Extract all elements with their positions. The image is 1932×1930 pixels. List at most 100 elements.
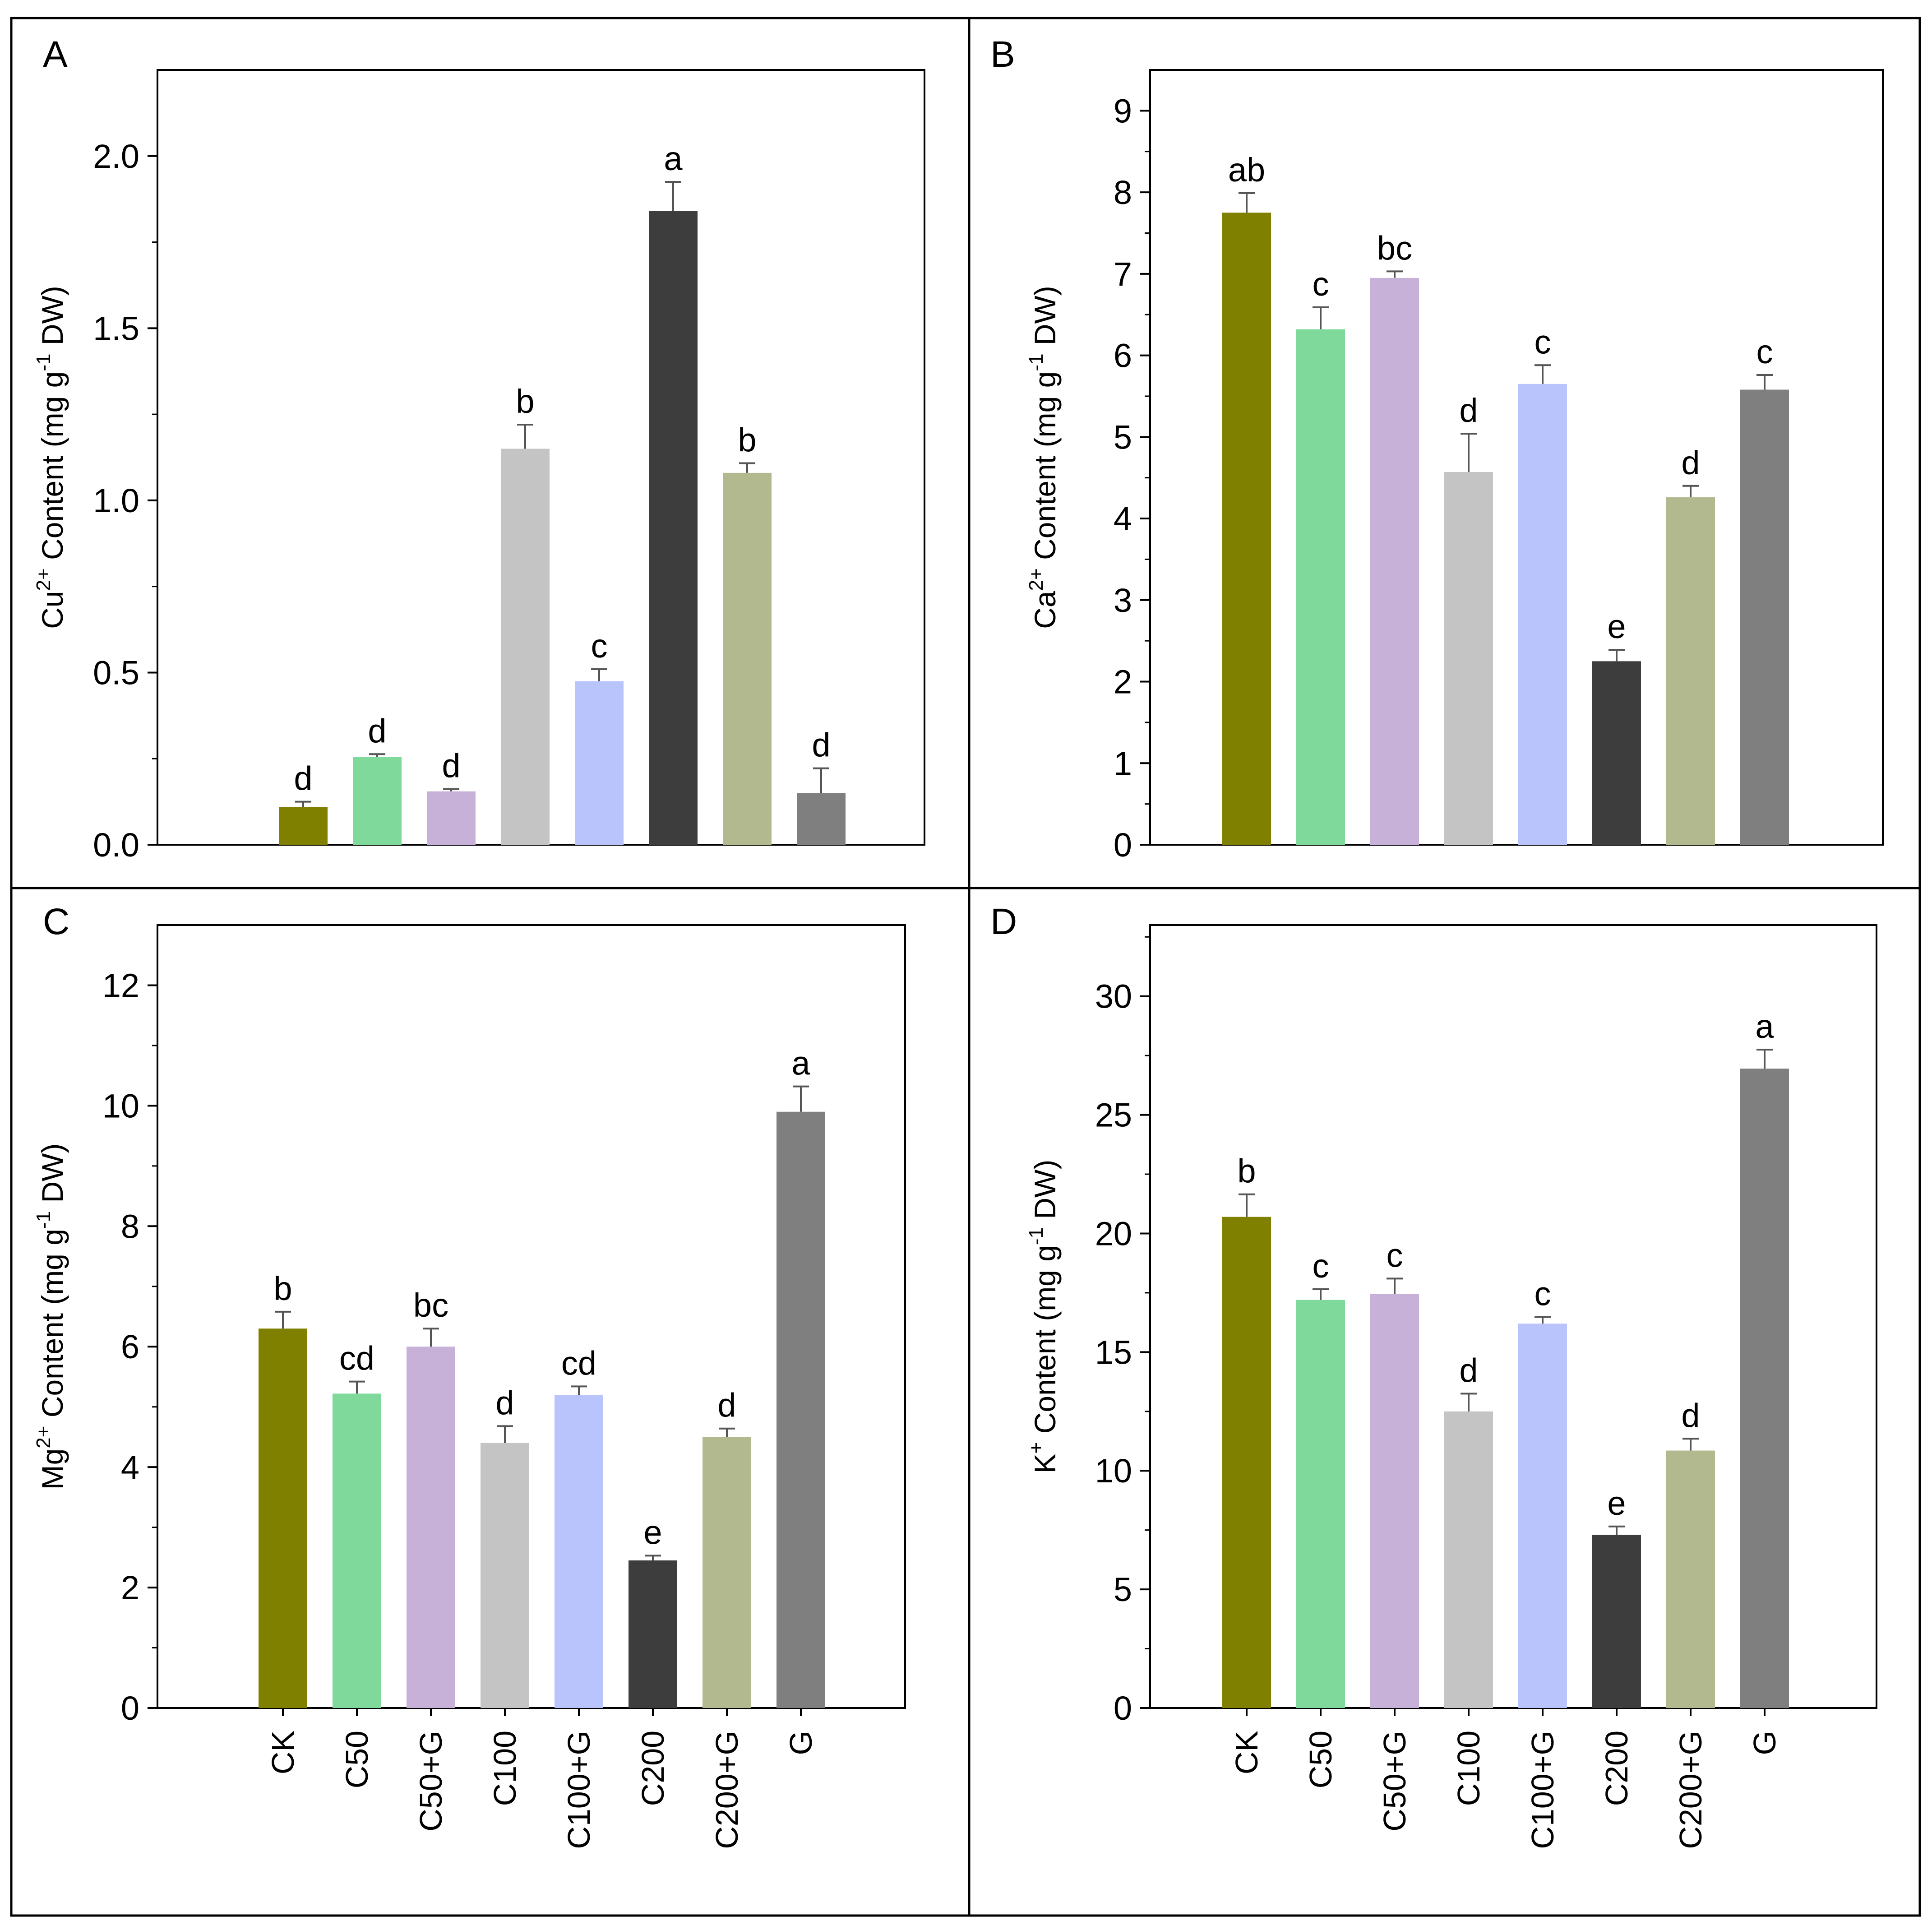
x-category-label: C100+G <box>1525 1731 1560 1849</box>
y-tick-label: 0 <box>1114 1689 1132 1727</box>
x-category-label: C50+G <box>1377 1731 1412 1832</box>
bar-c100 <box>481 1443 529 1708</box>
x-category-label: C200 <box>1599 1731 1634 1806</box>
significance-letter: e <box>1607 608 1626 645</box>
x-category-label: CK <box>1229 1731 1264 1774</box>
y-label-ion: Mg <box>36 1449 69 1490</box>
y-axis-label: Mg2+ Content (mg g-1 DW) <box>32 1143 69 1490</box>
significance-letter: c <box>1535 323 1551 361</box>
bar-c200 <box>629 1560 677 1708</box>
panel-letter: C <box>43 901 69 942</box>
y-tick-label: 8 <box>1114 174 1132 211</box>
y-label-ion: Cu <box>36 591 69 629</box>
y-tick-label: 5 <box>1114 418 1132 456</box>
bar-c100 <box>501 449 550 845</box>
bar-c50-plus-g <box>1370 1294 1419 1708</box>
bar-c200 <box>1592 661 1641 845</box>
x-category-label: CK <box>265 1731 300 1774</box>
panel-a: A 0.0 0.5 1.0 1.5 2.0 Cu2+ Content (mg g-1 DW)… <box>10 17 971 889</box>
significance-letter: d <box>812 727 830 764</box>
bar-ck <box>259 1328 307 1708</box>
significance-letter: d <box>442 747 460 784</box>
y-label-charge: 2+ <box>1025 568 1047 591</box>
y-tick-label: 5 <box>1114 1571 1132 1608</box>
panel-letter: B <box>990 34 1015 75</box>
panel-d: D 0 5 10 15 20 25 30 K+ Content (mg g-1 DW) b CK c C… <box>968 887 1921 1917</box>
y-tick-label: 10 <box>102 1087 139 1125</box>
y-tick-label: 7 <box>1114 255 1132 293</box>
y-axis-label: Cu2+ Content (mg g-1 DW) <box>32 286 69 629</box>
y-label-text: Content (mg g <box>1028 1245 1062 1442</box>
y-label-unit: DW) <box>1028 286 1062 353</box>
bar-c100 <box>1444 1411 1493 1708</box>
x-category-label: C50+G <box>413 1731 448 1832</box>
y-tick-label: 20 <box>1095 1215 1132 1252</box>
bar-c200-plus-g <box>703 1437 751 1708</box>
y-label-exponent: -1 <box>1025 1227 1047 1245</box>
y-tick-label: 0.5 <box>93 654 139 691</box>
y-tick-label: 0 <box>1114 826 1132 864</box>
bar-c50-plus-g <box>407 1347 455 1708</box>
bar-c50-plus-g <box>427 791 476 845</box>
bar-g <box>776 1111 825 1708</box>
significance-letter: bc <box>1377 229 1412 267</box>
y-tick-label: 2 <box>121 1569 139 1606</box>
bar-c100 <box>1444 472 1493 845</box>
significance-letter: d <box>1681 1397 1700 1434</box>
y-tick-label: 2 <box>1114 663 1132 701</box>
significance-letter: e <box>643 1513 662 1551</box>
y-tick-label: 0.0 <box>93 826 139 864</box>
panel-letter: A <box>43 34 68 75</box>
y-label-exponent: -1 <box>32 1211 55 1229</box>
bar-c50 <box>333 1393 381 1708</box>
significance-letter: d <box>1459 392 1478 429</box>
significance-letter: bc <box>413 1287 448 1324</box>
y-tick-label: 15 <box>1095 1333 1132 1371</box>
y-tick-label: 12 <box>102 967 139 1004</box>
bar-ck <box>1222 1217 1271 1708</box>
bar-c100-plus-g <box>555 1395 603 1708</box>
bar-ck <box>1222 213 1271 845</box>
y-label-unit: DW) <box>36 286 69 353</box>
significance-letter: c <box>1313 1247 1329 1285</box>
bar-c200-plus-g <box>1666 1450 1715 1708</box>
y-tick-label: 6 <box>1114 337 1132 375</box>
x-category-label: C200+G <box>709 1731 744 1849</box>
x-category-label: G <box>783 1731 818 1755</box>
bar-c100-plus-g <box>1518 384 1567 845</box>
y-tick-label: 6 <box>121 1328 139 1365</box>
x-category-label: C200+G <box>1673 1731 1708 1849</box>
significance-letter: b <box>738 421 756 458</box>
y-axis-label: Ca2+ Content (mg g-1 DW) <box>1025 286 1062 629</box>
significance-letter: c <box>1313 265 1329 303</box>
bar-g <box>1740 389 1789 845</box>
y-label-charge: 2+ <box>32 1426 55 1449</box>
x-category-label: C100 <box>1451 1731 1486 1806</box>
plot-frame <box>1149 924 1877 1709</box>
panel-b: B 0 1 2 3 4 5 6 7 8 9 Ca2+ Content (mg g-1 DW) ab c bc… <box>968 17 1921 889</box>
y-tick-label: 25 <box>1095 1097 1132 1134</box>
plot-frame <box>1149 69 1884 846</box>
bar-c200-plus-g <box>1666 497 1715 845</box>
significance-letter: d <box>294 760 312 797</box>
significance-letter: c <box>1756 333 1773 370</box>
y-tick-label: 8 <box>121 1208 139 1245</box>
y-label-unit: DW) <box>1028 1160 1062 1227</box>
significance-letter: c <box>1535 1275 1551 1313</box>
x-category-label: C50 <box>339 1731 374 1788</box>
y-label-text: Content (mg g <box>36 1229 69 1426</box>
y-tick-label: 1.5 <box>93 310 139 347</box>
significance-letter: c <box>591 627 608 665</box>
bar-ck <box>279 807 328 845</box>
y-tick-label: 10 <box>1095 1452 1132 1490</box>
significance-letter: a <box>791 1045 810 1082</box>
panel-letter: D <box>990 901 1017 942</box>
x-category-label: C100+G <box>561 1731 596 1849</box>
significance-letter: d <box>1459 1351 1478 1389</box>
bar-c200-plus-g <box>723 472 772 845</box>
significance-letter: cd <box>561 1344 596 1382</box>
significance-letter: d <box>368 712 386 750</box>
bar-c100-plus-g <box>1518 1324 1567 1708</box>
significance-letter: a <box>1755 1008 1774 1045</box>
